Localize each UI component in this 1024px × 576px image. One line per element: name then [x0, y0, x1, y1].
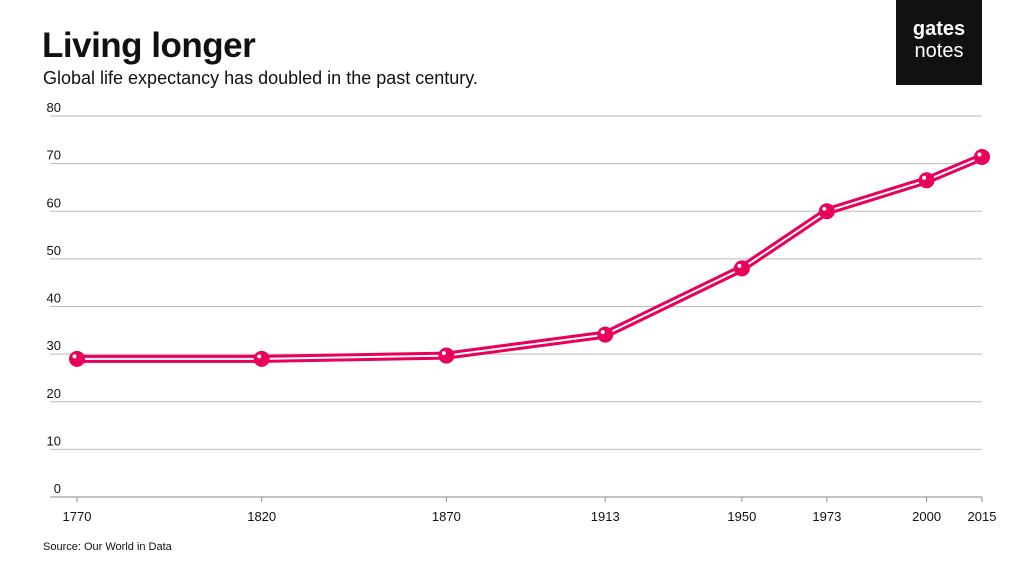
x-tick-label: 1820 — [247, 509, 276, 524]
gates-notes-logo[interactable]: gates notes — [896, 0, 982, 85]
logo-line-gates: gates — [912, 18, 966, 40]
data-point-highlight — [737, 263, 742, 268]
y-tick-label: 10 — [47, 433, 61, 448]
data-point — [918, 172, 935, 189]
x-tick-label: 1870 — [432, 509, 461, 524]
y-tick-label: 20 — [47, 386, 61, 401]
gridlines — [50, 115, 982, 498]
data-point — [974, 148, 990, 165]
data-point — [69, 350, 85, 367]
series-line — [73, 153, 986, 363]
data-point — [733, 260, 750, 277]
x-tick-label: 2015 — [968, 509, 997, 524]
y-tick-label: 60 — [47, 195, 61, 210]
logo-line-notes: notes — [914, 40, 964, 62]
data-point — [438, 347, 455, 364]
y-axis-tick-labels: 0 10 20 30 40 50 60 70 80 — [47, 100, 61, 496]
y-tick-label: 50 — [47, 243, 61, 258]
y-tick-label: 40 — [47, 291, 61, 306]
y-tick-label: 80 — [47, 100, 61, 115]
data-point — [253, 350, 270, 367]
x-tick-label: 1913 — [591, 509, 620, 524]
x-axis-tick-labels: 1770 1820 1870 1913 1950 1973 2000 2015 — [63, 497, 997, 524]
series-line-highlight — [76, 156, 983, 360]
data-point — [597, 326, 614, 343]
plot-series — [69, 148, 990, 367]
y-tick-label: 30 — [47, 338, 61, 353]
data-point-highlight — [822, 206, 827, 211]
chart-subtitle: Global life expectancy has doubled in th… — [43, 68, 478, 88]
chart-title: Living longer — [42, 26, 256, 65]
data-point-highlight — [257, 354, 262, 359]
data-point-highlight — [600, 330, 605, 335]
x-tick-label: 1973 — [812, 509, 841, 524]
x-tick-label: 2000 — [912, 509, 941, 524]
data-point — [818, 203, 835, 220]
source-note: Source: Our World in Data — [43, 541, 172, 553]
data-point-highlight — [922, 175, 927, 180]
x-tick-label: 1950 — [727, 509, 756, 524]
y-tick-label: 0 — [54, 481, 61, 496]
data-point-highlight — [441, 351, 446, 356]
data-point-highlight — [72, 354, 77, 359]
x-tick-label: 1770 — [63, 509, 92, 524]
data-point-highlight — [977, 152, 982, 157]
y-tick-label: 70 — [47, 148, 61, 163]
